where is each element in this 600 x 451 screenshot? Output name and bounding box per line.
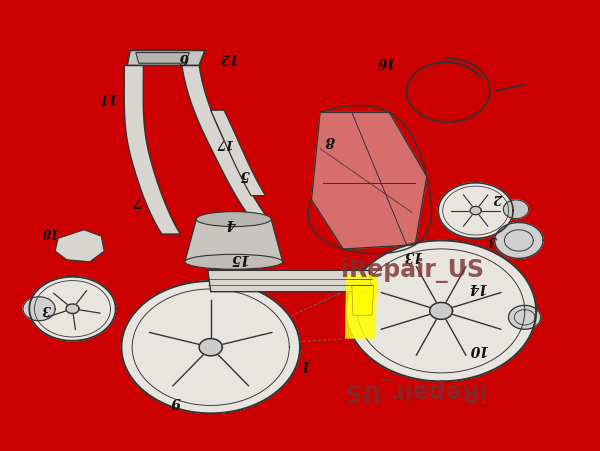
- Polygon shape: [29, 277, 116, 341]
- Text: 15: 15: [230, 250, 249, 265]
- Polygon shape: [66, 304, 79, 313]
- Text: 13: 13: [403, 249, 422, 262]
- Text: 10: 10: [469, 342, 488, 356]
- Ellipse shape: [196, 212, 271, 226]
- Text: 7: 7: [131, 193, 140, 207]
- Text: 3: 3: [488, 233, 497, 246]
- Polygon shape: [509, 305, 541, 329]
- Polygon shape: [199, 339, 223, 356]
- Polygon shape: [211, 110, 265, 196]
- Polygon shape: [185, 219, 283, 262]
- Text: 9: 9: [172, 395, 181, 409]
- Text: 2: 2: [494, 191, 503, 204]
- Text: 11: 11: [97, 90, 116, 104]
- Polygon shape: [346, 240, 536, 382]
- Text: 4: 4: [226, 216, 236, 230]
- Text: 6: 6: [179, 50, 188, 64]
- Text: 3: 3: [42, 302, 51, 315]
- Text: 1: 1: [301, 357, 311, 371]
- Polygon shape: [470, 207, 481, 215]
- Polygon shape: [352, 285, 374, 315]
- Text: iRepair_US: iRepair_US: [341, 377, 484, 402]
- Text: 8: 8: [327, 133, 337, 147]
- Polygon shape: [430, 303, 452, 319]
- Ellipse shape: [185, 254, 283, 269]
- Polygon shape: [345, 275, 378, 339]
- Text: 12: 12: [218, 50, 238, 64]
- Polygon shape: [121, 281, 300, 414]
- Text: 14: 14: [468, 281, 487, 295]
- Polygon shape: [136, 53, 190, 63]
- Polygon shape: [55, 230, 104, 262]
- Polygon shape: [311, 112, 427, 249]
- Text: 18: 18: [41, 226, 58, 239]
- Polygon shape: [208, 270, 372, 292]
- Text: 17: 17: [215, 136, 233, 149]
- Polygon shape: [182, 65, 265, 215]
- Polygon shape: [503, 200, 529, 219]
- Polygon shape: [438, 183, 513, 238]
- Text: 16: 16: [376, 54, 395, 68]
- Polygon shape: [124, 65, 180, 234]
- Text: iRepair_US: iRepair_US: [341, 258, 484, 283]
- Polygon shape: [127, 51, 205, 65]
- Polygon shape: [494, 222, 543, 258]
- Text: 5: 5: [241, 167, 250, 181]
- Polygon shape: [23, 297, 55, 321]
